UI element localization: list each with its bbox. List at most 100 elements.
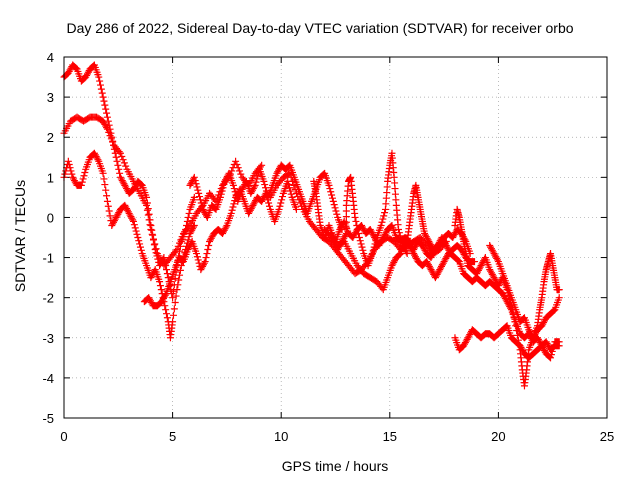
- data-point: [547, 354, 555, 362]
- data-point: [161, 302, 169, 310]
- data-point: [116, 149, 124, 157]
- data-point: [276, 202, 284, 210]
- data-point: [358, 243, 366, 251]
- data-point: [171, 274, 179, 282]
- data-point: [162, 306, 170, 314]
- data-point: [94, 156, 102, 164]
- data-point: [113, 157, 121, 165]
- data-point: [144, 211, 152, 219]
- data-point: [149, 235, 157, 243]
- data-point: [174, 281, 182, 289]
- series-track-2: [60, 113, 266, 270]
- data-point: [96, 77, 104, 85]
- data-point: [250, 183, 258, 191]
- data-point: [513, 327, 521, 335]
- data-point: [147, 225, 155, 233]
- data-point: [103, 113, 111, 121]
- data-point: [192, 180, 200, 188]
- data-point: [119, 156, 127, 164]
- y-tick-label: -1: [42, 251, 54, 266]
- data-point: [326, 185, 334, 193]
- data-point: [555, 286, 563, 294]
- data-point: [143, 206, 151, 214]
- data-point: [369, 246, 377, 254]
- data-point: [107, 135, 115, 143]
- data-point: [471, 258, 479, 266]
- data-point: [354, 225, 362, 233]
- series-track-5: [186, 161, 346, 233]
- data-point: [286, 187, 294, 195]
- data-point: [174, 242, 182, 250]
- data-point: [294, 193, 302, 201]
- data-point: [143, 201, 151, 209]
- data-point: [178, 233, 186, 241]
- data-point: [192, 250, 200, 258]
- data-point: [189, 223, 197, 231]
- data-point: [548, 347, 556, 355]
- data-point: [191, 177, 199, 185]
- data-point: [222, 223, 230, 231]
- y-tick-label: -2: [42, 291, 54, 306]
- data-point: [287, 173, 295, 181]
- data-point: [341, 231, 349, 239]
- data-point: [328, 194, 336, 202]
- data-point: [99, 169, 107, 177]
- data-point: [232, 157, 240, 165]
- data-point: [103, 124, 111, 132]
- data-point: [152, 245, 160, 253]
- data-point: [494, 256, 502, 264]
- data-point: [129, 216, 137, 224]
- data-point: [106, 132, 114, 140]
- data-point: [227, 209, 235, 217]
- data-point: [61, 170, 69, 178]
- grid-lines: [64, 57, 607, 418]
- data-point: [163, 266, 171, 274]
- data-point: [101, 181, 109, 189]
- x-tick-label: 15: [383, 429, 397, 444]
- data-point: [176, 271, 184, 279]
- data-point: [278, 196, 286, 204]
- data-point: [184, 213, 192, 221]
- data-point: [64, 157, 72, 165]
- data-points: [60, 61, 563, 390]
- data-point: [103, 125, 111, 133]
- data-point: [327, 188, 335, 196]
- data-point: [228, 206, 236, 214]
- data-point: [101, 101, 109, 109]
- data-point: [231, 188, 239, 196]
- data-point: [357, 240, 365, 248]
- data-point: [377, 221, 385, 229]
- data-point: [295, 196, 303, 204]
- data-point: [161, 291, 169, 299]
- data-point: [190, 221, 198, 229]
- data-point: [105, 128, 113, 136]
- data-point: [200, 259, 208, 267]
- data-point: [355, 229, 363, 237]
- data-point: [169, 287, 177, 295]
- data-point: [258, 161, 266, 169]
- data-point: [185, 233, 193, 241]
- data-point: [169, 318, 177, 326]
- data-point: [351, 213, 359, 221]
- data-point: [169, 294, 177, 302]
- data-point: [103, 192, 111, 200]
- data-point: [169, 311, 177, 319]
- data-point: [398, 238, 406, 246]
- data-point: [379, 215, 387, 223]
- data-point: [275, 205, 283, 213]
- data-point: [98, 89, 106, 97]
- data-point: [130, 217, 138, 225]
- data-point: [203, 250, 211, 258]
- data-point: [510, 314, 518, 322]
- data-point: [370, 243, 378, 251]
- data-point: [372, 237, 380, 245]
- data-point: [277, 199, 285, 207]
- data-point: [356, 237, 364, 245]
- data-point: [146, 221, 154, 229]
- data-point: [67, 167, 75, 175]
- x-tick-label: 20: [491, 429, 505, 444]
- series-track-9: [310, 149, 411, 270]
- data-point: [170, 305, 178, 313]
- data-point: [512, 322, 520, 330]
- data-point: [232, 191, 240, 199]
